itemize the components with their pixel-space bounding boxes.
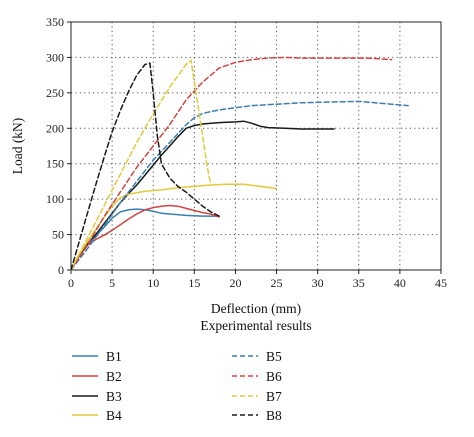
- chart-subtitle: Experimental results: [200, 318, 311, 333]
- legend-label: B7: [266, 389, 282, 404]
- legend-item-b2: B2: [72, 369, 122, 384]
- series-line-b7: [70, 59, 212, 271]
- legend-label: B8: [266, 408, 282, 423]
- legend-item-b8: B8: [232, 408, 282, 423]
- legend: B1 B2 B3 B4 B5 B6 B7 B8: [72, 349, 282, 423]
- legend-item-b4: B4: [72, 408, 122, 423]
- plot-area-frame: [70, 21, 442, 271]
- x-tick-label: 0: [68, 276, 74, 290]
- x-axis-label: Deflection (mm): [211, 301, 301, 316]
- y-tick-label: 350: [46, 15, 64, 29]
- legend-label: B4: [106, 408, 122, 423]
- series-line-b2: [70, 204, 220, 271]
- x-tick-label: 25: [271, 276, 283, 290]
- y-axis-label: Load (kN): [10, 118, 25, 175]
- legend-item-b1: B1: [72, 349, 122, 364]
- x-tick-label: 35: [353, 276, 365, 290]
- y-tick-label: 250: [46, 86, 64, 100]
- y-tick-label: 200: [46, 121, 64, 135]
- x-tick-label: 15: [188, 276, 200, 290]
- y-tick-label: 100: [46, 192, 64, 206]
- series-line-b6: [70, 56, 393, 271]
- series-lines: [70, 56, 409, 271]
- series-line-b3: [70, 120, 335, 271]
- y-tick-label: 300: [46, 50, 64, 64]
- legend-item-b3: B3: [72, 389, 122, 404]
- legend-label: B6: [266, 369, 282, 384]
- x-tick-label: 5: [109, 276, 115, 290]
- legend-label: B1: [106, 349, 122, 364]
- grid-lines: [71, 22, 441, 270]
- y-tick-label: 50: [52, 228, 64, 242]
- axis-ticks: 0 5 10 15 20 25 30 35 40 45 0 50 100 150 200 250 300 350: [46, 15, 447, 290]
- series-line-b4: [70, 183, 278, 271]
- legend-item-b7: B7: [232, 389, 282, 404]
- legend-label: B5: [266, 349, 282, 364]
- legend-label: B2: [106, 369, 122, 384]
- y-tick-label: 150: [46, 157, 64, 171]
- x-tick-label: 40: [394, 276, 406, 290]
- legend-item-b6: B6: [232, 369, 282, 384]
- series-line-b5: [70, 100, 409, 271]
- x-tick-label: 30: [312, 276, 324, 290]
- x-tick-label: 45: [435, 276, 447, 290]
- legend-label: B3: [106, 389, 122, 404]
- series-line-b8: [70, 62, 220, 271]
- legend-item-b5: B5: [232, 349, 282, 364]
- x-tick-label: 10: [147, 276, 159, 290]
- y-tick-label: 0: [58, 263, 64, 277]
- series-line-b1: [70, 208, 220, 271]
- x-tick-label: 20: [229, 276, 241, 290]
